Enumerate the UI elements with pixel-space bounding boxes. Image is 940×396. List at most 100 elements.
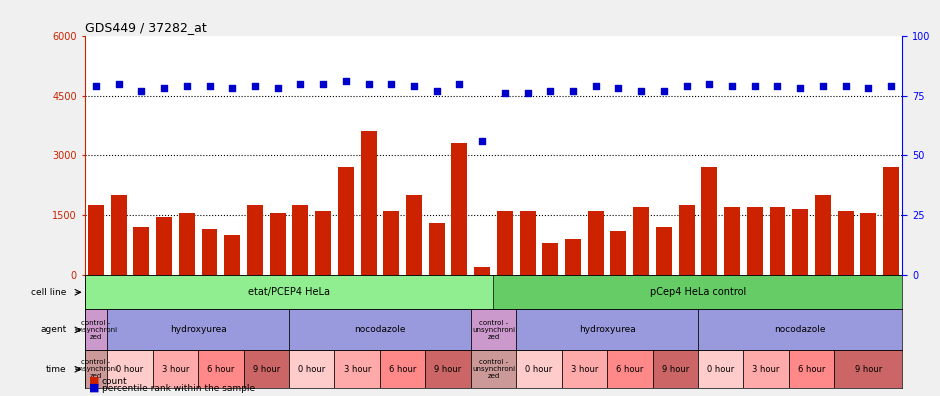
Bar: [562, 350, 607, 388]
Text: GDS449 / 37282_at: GDS449 / 37282_at: [85, 21, 207, 34]
Bar: [656, 227, 672, 275]
Bar: [380, 350, 425, 388]
Bar: [588, 211, 603, 275]
Bar: [225, 235, 241, 275]
Text: time: time: [46, 365, 67, 374]
Bar: [179, 213, 195, 275]
Bar: [243, 350, 290, 388]
Bar: [697, 350, 744, 388]
Bar: [770, 207, 786, 275]
Point: [316, 80, 331, 87]
Bar: [406, 195, 422, 275]
Bar: [516, 309, 697, 350]
Point: [566, 88, 581, 94]
Text: 3 hour: 3 hour: [752, 365, 780, 374]
Text: control -
unsynchroni
zed: control - unsynchroni zed: [74, 320, 118, 340]
Bar: [337, 168, 353, 275]
Point: [679, 83, 694, 89]
Point: [247, 83, 262, 89]
Bar: [289, 309, 471, 350]
Point: [202, 83, 217, 89]
Text: 9 hour: 9 hour: [854, 365, 882, 374]
Text: 3 hour: 3 hour: [571, 365, 598, 374]
Bar: [746, 207, 762, 275]
Bar: [198, 350, 243, 388]
Bar: [247, 205, 263, 275]
Bar: [516, 350, 562, 388]
Text: agent: agent: [40, 326, 67, 334]
Point: [861, 85, 876, 91]
Bar: [361, 131, 377, 275]
Bar: [634, 207, 650, 275]
Point: [520, 90, 535, 96]
Bar: [85, 275, 494, 309]
Bar: [542, 243, 558, 275]
Point: [293, 80, 308, 87]
Text: 0 hour: 0 hour: [117, 365, 144, 374]
Bar: [384, 211, 400, 275]
Point: [725, 83, 740, 89]
Bar: [883, 168, 899, 275]
Text: control -
unsynchroni
zed: control - unsynchroni zed: [74, 359, 118, 379]
Point: [452, 80, 467, 87]
Text: 6 hour: 6 hour: [616, 365, 644, 374]
Bar: [133, 227, 149, 275]
Bar: [652, 350, 697, 388]
Point: [588, 83, 603, 89]
Bar: [474, 267, 490, 275]
Text: pCep4 HeLa control: pCep4 HeLa control: [650, 287, 746, 297]
Text: control -
unsynchroni
zed: control - unsynchroni zed: [472, 320, 515, 340]
Text: 0 hour: 0 hour: [298, 365, 325, 374]
Point: [157, 85, 172, 91]
Text: 9 hour: 9 hour: [253, 365, 280, 374]
Bar: [497, 211, 513, 275]
Point: [406, 83, 421, 89]
Bar: [679, 205, 695, 275]
Bar: [792, 209, 808, 275]
Text: 6 hour: 6 hour: [207, 365, 235, 374]
Bar: [744, 350, 789, 388]
Point: [270, 85, 285, 91]
Point: [133, 88, 149, 94]
Point: [656, 88, 671, 94]
Bar: [724, 207, 740, 275]
Text: count: count: [102, 377, 127, 386]
Bar: [471, 350, 516, 388]
Point: [361, 80, 376, 87]
Text: 9 hour: 9 hour: [662, 365, 689, 374]
Text: percentile rank within the sample: percentile rank within the sample: [102, 384, 255, 393]
Text: cell line: cell line: [31, 288, 67, 297]
Bar: [697, 309, 902, 350]
Bar: [315, 211, 331, 275]
Point: [634, 88, 649, 94]
Text: 0 hour: 0 hour: [707, 365, 734, 374]
Bar: [425, 350, 471, 388]
Bar: [107, 309, 289, 350]
Text: ■: ■: [89, 383, 100, 393]
Text: ■: ■: [89, 376, 100, 386]
Text: 6 hour: 6 hour: [389, 365, 416, 374]
Bar: [85, 350, 107, 388]
Text: 3 hour: 3 hour: [162, 365, 189, 374]
Point: [225, 85, 240, 91]
Point: [702, 80, 717, 87]
Point: [542, 88, 557, 94]
Point: [838, 83, 854, 89]
Point: [384, 80, 399, 87]
Point: [180, 83, 195, 89]
Bar: [815, 195, 831, 275]
Point: [88, 83, 103, 89]
Bar: [292, 205, 308, 275]
Text: 6 hour: 6 hour: [798, 365, 825, 374]
Bar: [88, 205, 104, 275]
Point: [475, 138, 490, 144]
Bar: [201, 229, 217, 275]
Bar: [270, 213, 286, 275]
Text: nocodazole: nocodazole: [775, 326, 826, 334]
Bar: [520, 211, 536, 275]
Bar: [152, 350, 198, 388]
Text: hydroxyurea: hydroxyurea: [170, 326, 227, 334]
Bar: [111, 195, 127, 275]
Bar: [335, 350, 380, 388]
Point: [430, 88, 445, 94]
